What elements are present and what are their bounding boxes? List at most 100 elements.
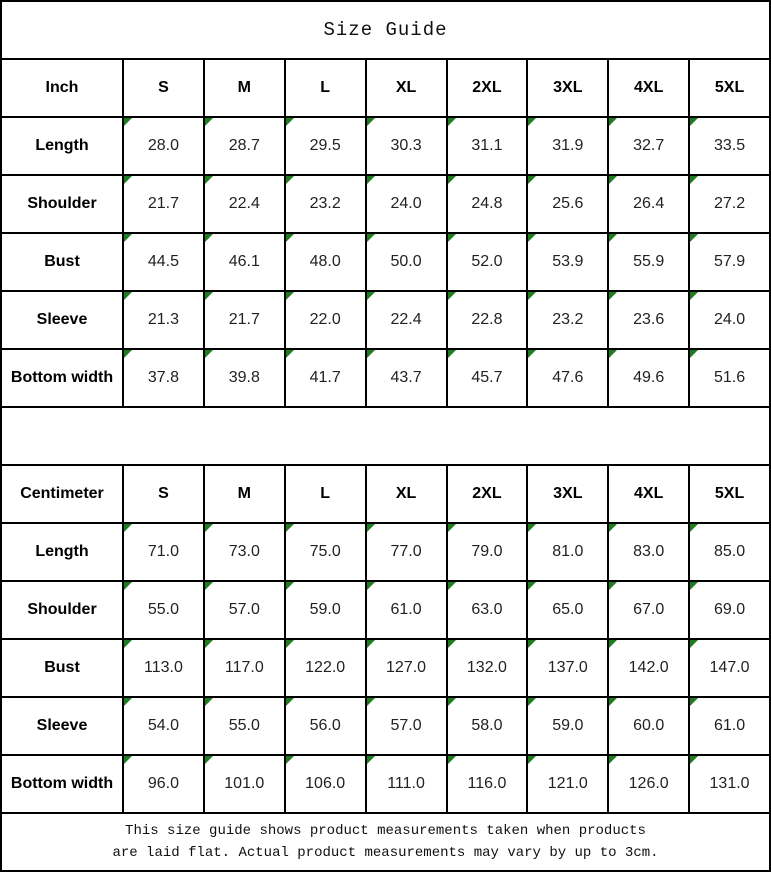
measurement-value: 30.3 (364, 116, 448, 176)
measurement-value: 132.0 (445, 638, 529, 698)
measurement-value: 43.7 (364, 348, 448, 408)
measurement-value: 81.0 (526, 522, 610, 582)
measurement-row: Length 71.0 73.0 75.0 77.0 79.0 81.0 83.0 85.0 (0, 522, 771, 582)
measurement-value: 26.4 (607, 174, 691, 234)
measurement-value: 57.0 (364, 696, 448, 756)
size-column-header: M (202, 464, 286, 524)
measurement-value: 61.0 (688, 696, 771, 756)
unit-label: Centimeter (0, 464, 124, 524)
measurement-value: 51.6 (688, 348, 771, 408)
measurement-value: 117.0 (202, 638, 286, 698)
measurement-value: 73.0 (202, 522, 286, 582)
measurement-row: Shoulder 55.0 57.0 59.0 61.0 63.0 65.0 67.0 69.0 (0, 580, 771, 640)
size-column-header: 3XL (526, 58, 610, 118)
size-column-header: XL (364, 58, 448, 118)
measurement-value: 79.0 (445, 522, 529, 582)
measurement-value: 41.7 (283, 348, 367, 408)
measurement-value: 27.2 (688, 174, 771, 234)
size-column-header: 5XL (688, 58, 771, 118)
measurement-value: 33.5 (688, 116, 771, 176)
measurement-value: 54.0 (122, 696, 205, 756)
footer-note-line2: are laid flat. Actual product measuremen… (112, 845, 659, 861)
measurement-value: 23.2 (526, 290, 610, 350)
size-header-row: Inch S M L XL 2XL 3XL 4XL 5XL (0, 58, 771, 118)
footer-row: This size guide shows product measuremen… (0, 812, 771, 872)
measurement-value: 113.0 (122, 638, 205, 698)
measurement-row: Shoulder 21.7 22.4 23.2 24.0 24.8 25.6 26.4 27.2 (0, 174, 771, 234)
measurement-value: 24.0 (364, 174, 448, 234)
measurement-value: 116.0 (445, 754, 529, 814)
measurement-label: Bust (0, 638, 124, 698)
measurement-value: 101.0 (202, 754, 286, 814)
measurement-row: Bust 44.5 46.1 48.0 50.0 52.0 53.9 55.9 57.9 (0, 232, 771, 292)
measurement-value: 69.0 (688, 580, 771, 640)
size-header-row: Centimeter S M L XL 2XL 3XL 4XL 5XL (0, 464, 771, 524)
measurement-value: 47.6 (526, 348, 610, 408)
measurement-value: 48.0 (283, 232, 367, 292)
measurement-value: 50.0 (364, 232, 448, 292)
size-column-header: S (122, 464, 205, 524)
size-column-header: 5XL (688, 464, 771, 524)
measurement-row: Length 28.0 28.7 29.5 30.3 31.1 31.9 32.7 33.5 (0, 116, 771, 176)
size-column-header: XL (364, 464, 448, 524)
measurement-tables-body: Inch S M L XL 2XL 3XL 4XL 5XL Length 28.0 28.7 29.5 3… (0, 58, 771, 814)
measurement-value: 121.0 (526, 754, 610, 814)
measurement-value: 28.0 (122, 116, 205, 176)
measurement-value: 83.0 (607, 522, 691, 582)
measurement-value: 23.6 (607, 290, 691, 350)
measurement-value: 55.0 (122, 580, 205, 640)
measurement-value: 57.0 (202, 580, 286, 640)
measurement-value: 23.2 (283, 174, 367, 234)
measurement-label: Length (0, 522, 124, 582)
measurement-value: 21.7 (122, 174, 205, 234)
measurement-value: 37.8 (122, 348, 205, 408)
measurement-value: 53.9 (526, 232, 610, 292)
measurement-label: Bottom width (0, 754, 124, 814)
measurement-value: 85.0 (688, 522, 771, 582)
measurement-value: 25.6 (526, 174, 610, 234)
measurement-row: Sleeve 54.0 55.0 56.0 57.0 58.0 59.0 60.0 61.0 (0, 696, 771, 756)
table-gap-row (0, 406, 771, 466)
measurement-value: 24.0 (688, 290, 771, 350)
measurement-value: 56.0 (283, 696, 367, 756)
measurement-label: Bottom width (0, 348, 124, 408)
measurement-label: Length (0, 116, 124, 176)
measurement-value: 106.0 (283, 754, 367, 814)
measurement-value: 58.0 (445, 696, 529, 756)
measurement-value: 49.6 (607, 348, 691, 408)
measurement-value: 60.0 (607, 696, 691, 756)
page-title: Size Guide (0, 0, 771, 60)
measurement-value: 22.0 (283, 290, 367, 350)
measurement-value: 22.8 (445, 290, 529, 350)
measurement-value: 31.9 (526, 116, 610, 176)
measurement-value: 52.0 (445, 232, 529, 292)
measurement-value: 142.0 (607, 638, 691, 698)
measurement-value: 131.0 (688, 754, 771, 814)
measurement-value: 75.0 (283, 522, 367, 582)
measurement-value: 45.7 (445, 348, 529, 408)
measurement-value: 29.5 (283, 116, 367, 176)
measurement-value: 55.9 (607, 232, 691, 292)
size-column-header: 3XL (526, 464, 610, 524)
measurement-value: 39.8 (202, 348, 286, 408)
measurement-value: 21.3 (122, 290, 205, 350)
measurement-label: Sleeve (0, 696, 124, 756)
measurement-value: 77.0 (364, 522, 448, 582)
measurement-label: Shoulder (0, 580, 124, 640)
measurement-value: 137.0 (526, 638, 610, 698)
size-column-header: 2XL (445, 464, 529, 524)
size-column-header: 4XL (607, 464, 691, 524)
measurement-value: 59.0 (283, 580, 367, 640)
spacer-cell (0, 406, 771, 466)
measurement-row: Bottom width 96.0 101.0 106.0 111.0 116.0 121.… (0, 754, 771, 814)
measurement-value: 28.7 (202, 116, 286, 176)
size-column-header: 2XL (445, 58, 529, 118)
measurement-value: 22.4 (364, 290, 448, 350)
size-column-header: 4XL (607, 58, 691, 118)
measurement-label: Bust (0, 232, 124, 292)
measurement-row: Bottom width 37.8 39.8 41.7 43.7 45.7 47.6 49.6… (0, 348, 771, 408)
measurement-value: 126.0 (607, 754, 691, 814)
measurement-value: 111.0 (364, 754, 448, 814)
measurement-value: 63.0 (445, 580, 529, 640)
